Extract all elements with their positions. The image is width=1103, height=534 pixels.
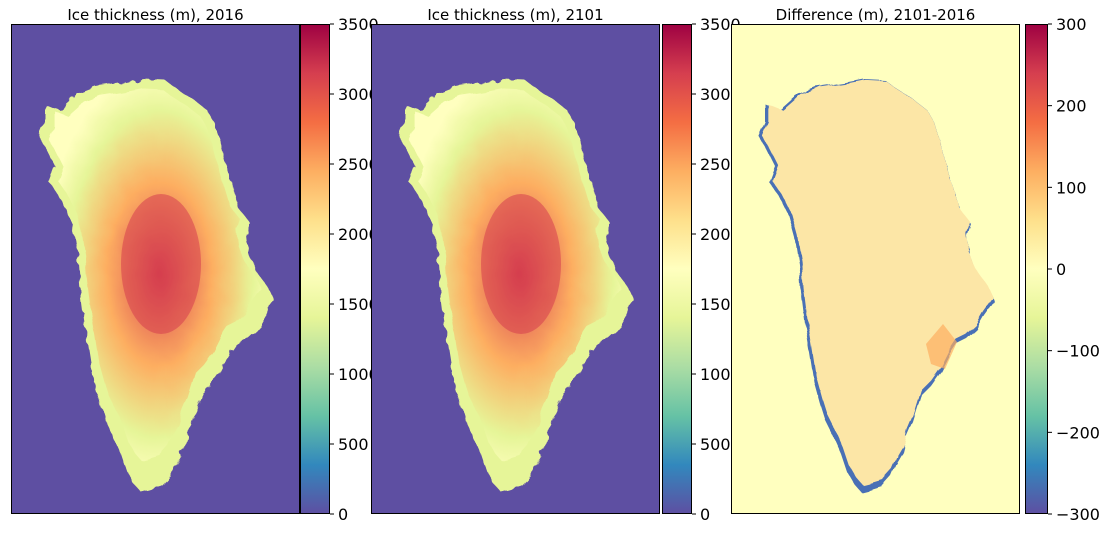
colorbar-tick-label: 1000 — [700, 365, 741, 384]
colorbar-tick-label: −200 — [1056, 423, 1100, 442]
axes-frame — [731, 24, 1020, 514]
colorbar-frame — [1025, 24, 1048, 514]
colorbar-gradient — [300, 24, 330, 514]
colorbar-tick-label: −100 — [1056, 342, 1100, 361]
colorbar-tick-label: 2500 — [338, 155, 379, 174]
colorbar-tick-label: 3000 — [700, 85, 741, 104]
colorbar-tick-label: 3000 — [338, 85, 379, 104]
panel-2: Ice thickness (m), 2101 0 500 1000 1500 2000 2… — [371, 6, 741, 524]
colorbar-tick-label: 1000 — [338, 365, 379, 384]
colorbar-tick-label: 200 — [1056, 97, 1087, 116]
colorbar-tick-label: 0 — [1056, 260, 1066, 279]
heatmap-image — [759, 79, 995, 492]
diff-hotspot-mark — [926, 324, 957, 369]
panel-3: Difference (m), 2101-2016 −300 −200 −100 0 10… — [731, 6, 1100, 524]
ice-core-mark — [121, 194, 201, 334]
colorbar: 0 500 1000 1500 2000 2500 3000 3500 — [300, 15, 379, 524]
colorbar-gradient — [1025, 24, 1048, 514]
colorbar-tick-label: −300 — [1056, 505, 1100, 524]
colorbar-tick-label: 2000 — [338, 225, 379, 244]
colorbar-tick-label: 300 — [1056, 15, 1087, 34]
colorbar: 0 500 1000 1500 2000 2500 3000 3500 — [662, 15, 741, 524]
axes-frame — [371, 24, 660, 514]
heatmap-image — [399, 79, 635, 492]
colorbar-tick-label: 100 — [1056, 178, 1087, 197]
ice-core-mark — [481, 194, 561, 334]
heatmap-image — [39, 79, 275, 492]
colorbar-tick-label: 3500 — [700, 15, 741, 34]
colorbar-tick-label: 500 — [700, 435, 731, 454]
colorbar-tick-label: 2500 — [700, 155, 741, 174]
colorbar-tick-label: 0 — [338, 505, 348, 524]
colorbar-gradient — [662, 24, 692, 514]
colorbar-tick-label: 0 — [700, 505, 710, 524]
colorbar-tick-label: 1500 — [700, 295, 741, 314]
panel-title: Ice thickness (m), 2016 — [67, 6, 243, 24]
colorbar-tick-label: 3500 — [338, 15, 379, 34]
colorbar: −300 −200 −100 0 100 200 300 — [1025, 15, 1100, 524]
colorbar-tick-label: 500 — [338, 435, 369, 454]
colorbar-tick-label: 2000 — [700, 225, 741, 244]
panel-title: Ice thickness (m), 2101 — [427, 6, 603, 24]
axes-frame — [11, 24, 300, 514]
panel-title: Difference (m), 2101-2016 — [776, 6, 976, 24]
colorbar-frame — [300, 24, 330, 514]
colorbar-frame — [662, 24, 692, 514]
colorbar-tick-label: 1500 — [338, 295, 379, 314]
panel-1: Ice thickness (m), 2016 0 500 1000 1500 2000 2… — [11, 6, 379, 524]
